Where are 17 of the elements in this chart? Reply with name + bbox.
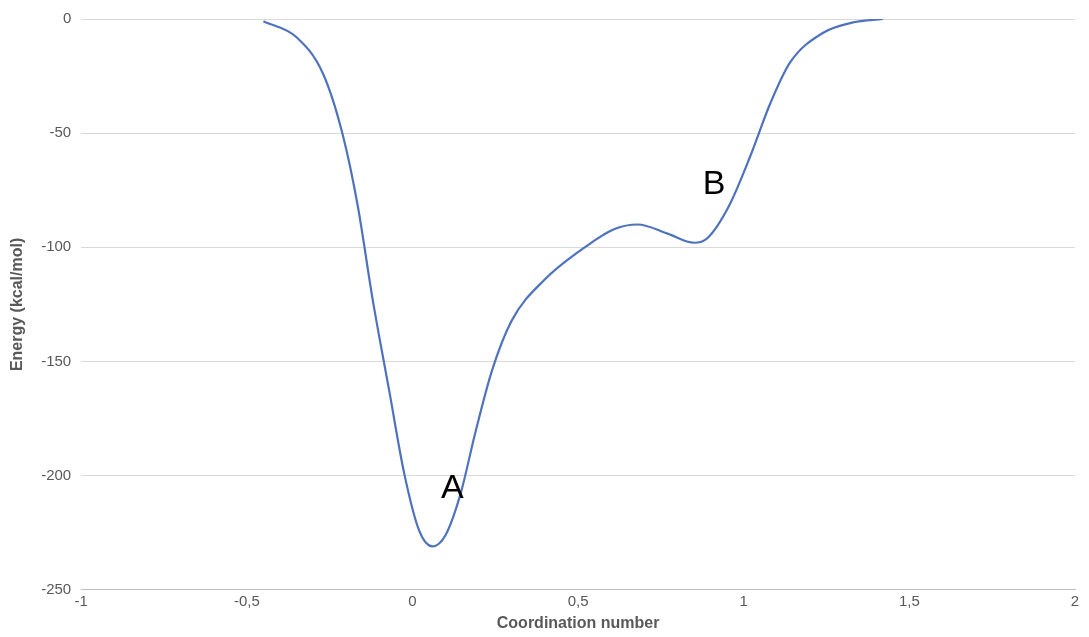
x-tick-label: -1 [74,591,88,609]
x-tick-label: 1,5 [898,591,920,609]
annotation: B [702,163,726,202]
y-tick-label: -250 [41,579,72,597]
x-tick-label: -0,5 [233,591,260,609]
y-tick-label: -150 [41,351,72,369]
x-tick-label: 1 [739,591,748,609]
y-tick-label: -50 [49,123,72,141]
y-axis-title: Energy (kcal/mol) [8,237,26,372]
y-tick-label: -200 [41,465,72,483]
x-axis-title: Coordination number [496,613,660,631]
x-tick-label: 0 [408,591,417,609]
x-tick-label: 0,5 [567,591,589,609]
x-tick-label: 2 [1070,591,1080,609]
y-tick-label: -100 [41,237,72,255]
y-tick-label: 0 [62,9,72,27]
line-series [262,19,884,548]
